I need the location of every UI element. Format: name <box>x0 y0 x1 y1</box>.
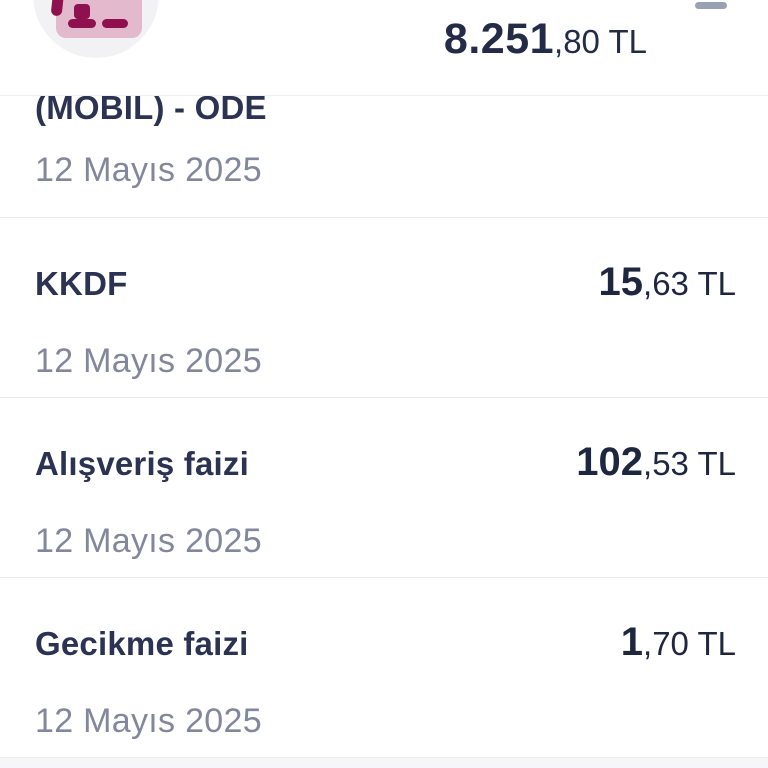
transaction-title: Alışveriş faizi <box>35 445 249 482</box>
transaction-date: 12 Mayıs 2025 <box>35 522 262 560</box>
transaction-row[interactable]: Gecikme faizi 1,70 TL 12 Mayıs 2025 <box>0 578 768 758</box>
next-section-edge <box>0 757 768 768</box>
transaction-amount: 1,70 TL <box>620 620 736 664</box>
avatar <box>33 0 159 58</box>
transaction-title: Gecikme faizi <box>35 625 249 662</box>
card-balance: 8.251,80 TL <box>444 16 647 72</box>
transaction-row[interactable]: KKDF 15,63 TL 12 Mayıs 2025 <box>0 218 768 398</box>
card-summary-header: 8.251,80 TL <box>0 0 768 96</box>
transaction-title: (MOBİL) - ÖDE <box>35 96 267 126</box>
menu-dash-icon[interactable] <box>695 2 727 9</box>
transaction-title: KKDF <box>35 265 128 302</box>
transaction-date: 12 Mayıs 2025 <box>35 342 262 380</box>
card-balance-integer: 8.251 <box>443 15 555 63</box>
transaction-amount: 15,63 TL <box>598 260 736 304</box>
credit-card-icon <box>33 0 159 58</box>
transaction-amount: 102,53 TL <box>576 440 736 484</box>
transaction-date: 12 Mayıs 2025 <box>35 702 262 740</box>
card-balance-fraction: ,80 TL <box>554 23 647 60</box>
transaction-row[interactable]: (MOBİL) - ÖDE 12 Mayıs 2025 <box>0 96 768 218</box>
transaction-date: 12 Mayıs 2025 <box>35 151 262 189</box>
transaction-row[interactable]: Alışveriş faizi 102,53 TL 12 Mayıs 2025 <box>0 398 768 578</box>
